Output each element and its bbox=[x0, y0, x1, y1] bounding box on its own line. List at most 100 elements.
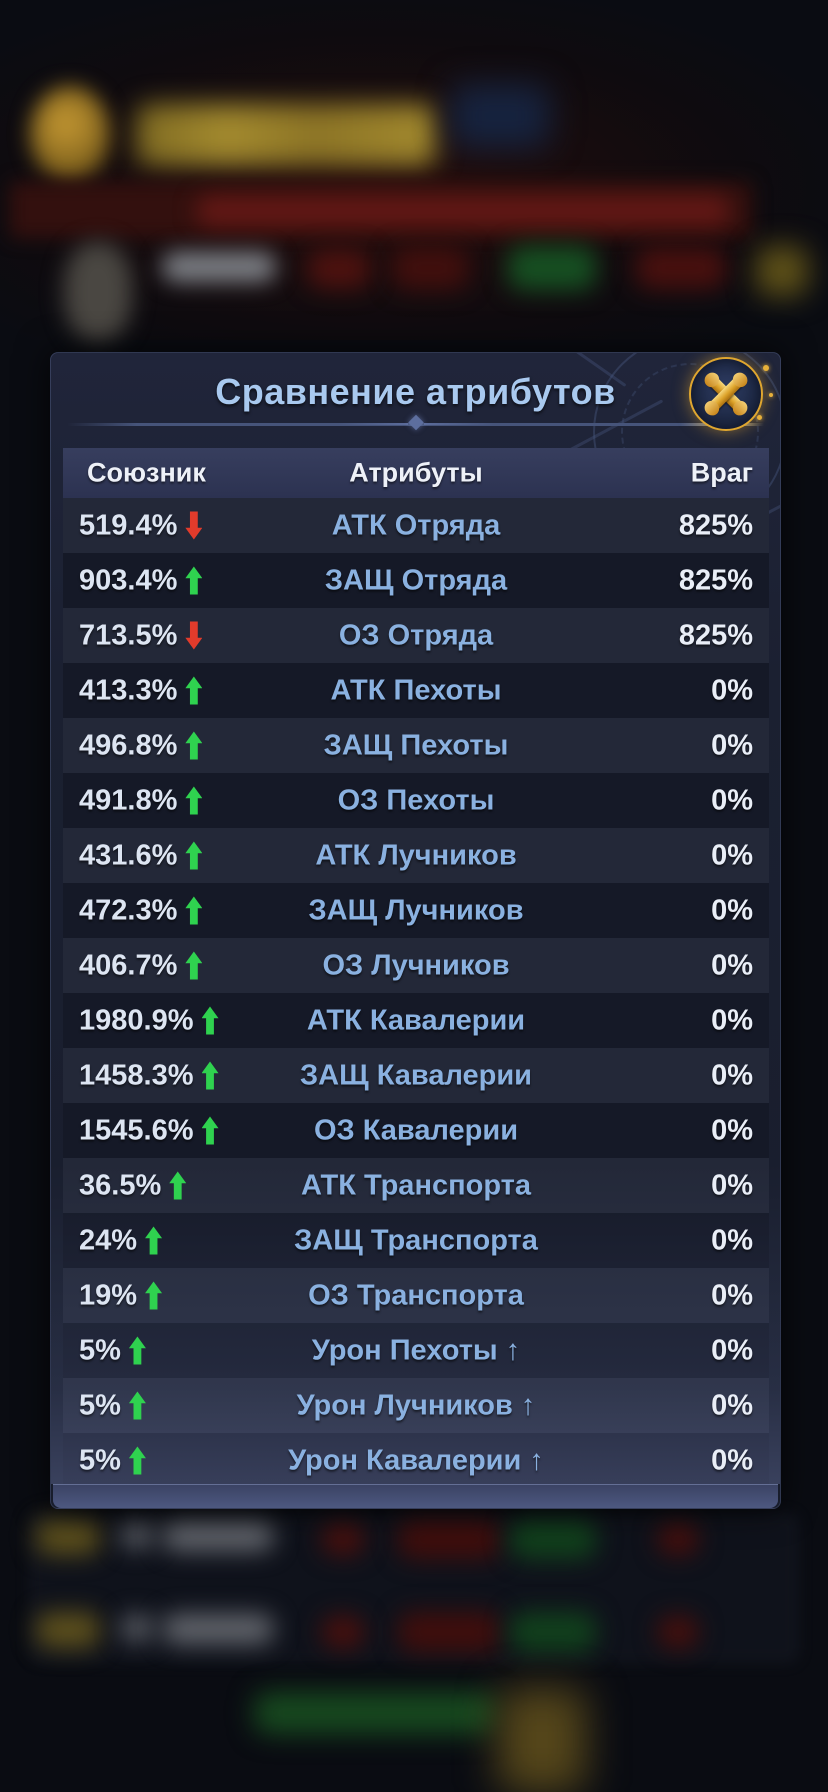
table-row: 472.3% ЗАЩ Лучников 0% bbox=[63, 883, 769, 938]
title-divider bbox=[67, 414, 764, 431]
ally-cell: 413.3% bbox=[79, 674, 203, 707]
spark-decoration bbox=[763, 365, 769, 371]
blurred-green-button bbox=[508, 246, 596, 290]
modal-title: Сравнение атрибутов bbox=[215, 371, 616, 412]
attribute-label: ЗАЩ Транспорта bbox=[294, 1224, 538, 1256]
enemy-value: 0% bbox=[711, 1059, 753, 1091]
blurred-red-badge bbox=[322, 1523, 364, 1555]
enemy-value: 0% bbox=[711, 1279, 753, 1311]
attribute-label: АТК Пехоты bbox=[330, 674, 502, 706]
ally-value: 431.6% bbox=[79, 839, 178, 871]
blurred-green-button bbox=[510, 1612, 596, 1652]
blurred-red-badge bbox=[322, 1616, 364, 1648]
blurred-label bbox=[120, 1522, 154, 1548]
attribute-label: ОЗ Лучников bbox=[322, 949, 510, 981]
ally-cell: 472.3% bbox=[79, 894, 203, 927]
table-row: 713.5% ОЗ Отряда 825% bbox=[63, 608, 769, 663]
ally-value: 1545.6% bbox=[79, 1114, 194, 1146]
ally-value: 713.5% bbox=[79, 619, 178, 651]
table-row: 19% ОЗ Транспорта 0% bbox=[63, 1268, 769, 1323]
enemy-value: 0% bbox=[711, 839, 753, 871]
ally-cell: 36.5% bbox=[79, 1169, 187, 1202]
trend-up-icon bbox=[185, 951, 203, 980]
attribute-label: АТК Отряда bbox=[331, 509, 501, 541]
attribute-label: ЗАЩ Отряда bbox=[324, 564, 508, 596]
trend-down-icon bbox=[185, 511, 203, 540]
enemy-value: 0% bbox=[711, 1114, 753, 1146]
table-header-row: Союзник Атрибуты Враг bbox=[63, 448, 769, 498]
blurred-green-button bbox=[510, 1519, 596, 1559]
ally-cell: 491.8% bbox=[79, 784, 203, 817]
trend-up-icon bbox=[201, 1116, 219, 1145]
enemy-value: 0% bbox=[711, 1389, 753, 1421]
ally-cell: 496.8% bbox=[79, 729, 203, 762]
trend-up-icon bbox=[201, 1006, 219, 1035]
column-header-enemy: Враг bbox=[690, 457, 753, 488]
attribute-comparison-modal: Сравнение атрибутов Союзник Атрибуты Вра… bbox=[50, 352, 781, 1509]
ally-value: 24% bbox=[79, 1224, 138, 1256]
blurred-red-badge bbox=[392, 247, 468, 289]
trend-down-icon bbox=[185, 621, 203, 650]
enemy-value: 825% bbox=[678, 619, 753, 651]
enemy-value: 0% bbox=[711, 949, 753, 981]
trend-up-icon bbox=[185, 841, 203, 870]
blurred-title-text bbox=[196, 196, 730, 226]
table-row: 5% Урон Кавалерии ↑ 0% bbox=[63, 1433, 769, 1484]
table-row: 496.8% ЗАЩ Пехоты 0% bbox=[63, 718, 769, 773]
enemy-value: 825% bbox=[678, 564, 753, 596]
table-row: 413.3% АТК Пехоты 0% bbox=[63, 663, 769, 718]
blurred-statue bbox=[64, 242, 132, 342]
attribute-label: ЗАЩ Кавалерии bbox=[299, 1059, 532, 1091]
table-row: 431.6% АТК Лучников 0% bbox=[63, 828, 769, 883]
close-button[interactable] bbox=[689, 357, 763, 431]
enemy-value: 0% bbox=[711, 1169, 753, 1201]
ally-value: 519.4% bbox=[79, 509, 178, 541]
attribute-label: АТК Кавалерии bbox=[306, 1004, 526, 1036]
modal-footer-band bbox=[53, 1484, 778, 1508]
attribute-label: ЗАЩ Пехоты bbox=[323, 729, 509, 761]
ally-value: 472.3% bbox=[79, 894, 178, 926]
ally-value: 19% bbox=[79, 1279, 138, 1311]
attribute-label: АТК Лучников bbox=[315, 839, 517, 871]
ally-cell: 903.4% bbox=[79, 564, 203, 597]
trend-up-icon bbox=[185, 896, 203, 925]
ally-value: 5% bbox=[79, 1334, 121, 1366]
trend-up-icon bbox=[185, 731, 203, 760]
spark-decoration bbox=[757, 415, 762, 420]
trend-up-icon bbox=[128, 1336, 146, 1365]
trend-up-icon bbox=[185, 786, 203, 815]
blurred-red-badge bbox=[308, 250, 370, 288]
table-row: 1458.3% ЗАЩ Кавалерии 0% bbox=[63, 1048, 769, 1103]
attribute-label: ОЗ Транспорта bbox=[308, 1279, 524, 1311]
ally-cell: 431.6% bbox=[79, 839, 203, 872]
ally-value: 5% bbox=[79, 1389, 121, 1421]
table-row: 491.8% ОЗ Пехоты 0% bbox=[63, 773, 769, 828]
attribute-label: ОЗ Пехоты bbox=[337, 784, 495, 816]
blurred-label bbox=[162, 1614, 274, 1644]
comparison-table: Союзник Атрибуты Враг 519.4% АТК Отряда … bbox=[63, 448, 769, 1484]
attribute-label: АТК Транспорта bbox=[301, 1169, 531, 1201]
ally-value: 36.5% bbox=[79, 1169, 162, 1201]
attribute-label: Урон Лучников ↑ bbox=[296, 1389, 536, 1421]
trend-up-icon bbox=[128, 1391, 146, 1420]
table-row: 24% ЗАЩ Транспорта 0% bbox=[63, 1213, 769, 1268]
ally-cell: 5% bbox=[79, 1334, 146, 1367]
blurred-red-badge bbox=[658, 1523, 698, 1555]
table-row: 1545.6% ОЗ Кавалерии 0% bbox=[63, 1103, 769, 1158]
ally-cell: 1980.9% bbox=[79, 1004, 219, 1037]
enemy-value: 825% bbox=[678, 509, 753, 541]
attribute-label: ЗАЩ Лучников bbox=[308, 894, 524, 926]
table-row: 406.7% ОЗ Лучников 0% bbox=[63, 938, 769, 993]
enemy-value: 0% bbox=[711, 729, 753, 761]
blurred-label bbox=[162, 1521, 274, 1551]
blurred-player-emblem bbox=[30, 86, 110, 182]
ally-value: 491.8% bbox=[79, 784, 178, 816]
blurred-gold-badge bbox=[36, 1519, 100, 1555]
ally-cell: 1545.6% bbox=[79, 1114, 219, 1147]
ally-cell: 519.4% bbox=[79, 509, 203, 542]
table-row: 1980.9% АТК Кавалерии 0% bbox=[63, 993, 769, 1048]
trend-up-icon bbox=[185, 566, 203, 595]
ally-cell: 5% bbox=[79, 1389, 146, 1422]
blurred-red-button bbox=[398, 1612, 500, 1652]
